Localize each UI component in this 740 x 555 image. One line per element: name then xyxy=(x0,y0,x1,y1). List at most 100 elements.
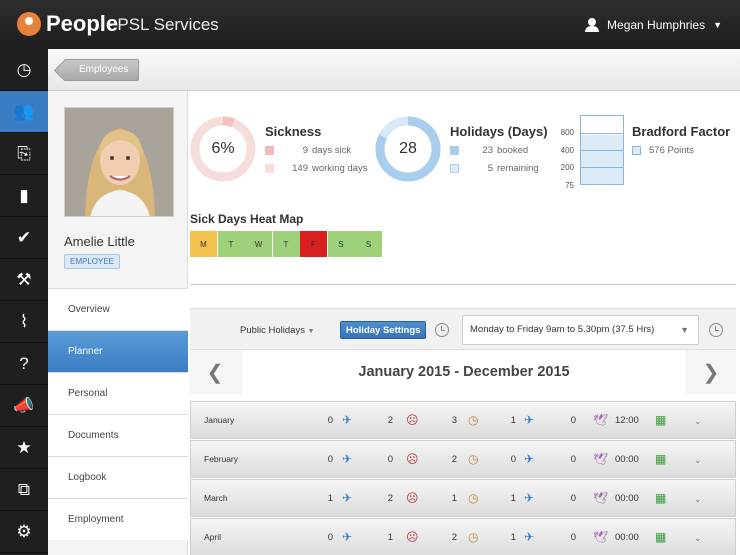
hammer-icon: ⚒ xyxy=(16,269,32,289)
holidays-total: 28 xyxy=(399,140,417,157)
month-count: 0 xyxy=(510,454,516,465)
dashboard-icon: ◷ xyxy=(16,59,32,79)
bradford-gridline xyxy=(581,133,623,134)
chevron-down-icon[interactable]: ⌄ xyxy=(694,416,702,426)
month-count: 1 xyxy=(510,493,516,504)
profile-menu-planner[interactable]: Planner xyxy=(48,330,188,372)
month-name: January xyxy=(204,415,235,425)
month-count: 3 xyxy=(451,415,457,426)
heatmap-day: W xyxy=(245,231,272,257)
nav-item[interactable]: ⚒ xyxy=(0,259,48,301)
nav-item[interactable]: ★ xyxy=(0,427,48,469)
company-name: - PSL Services xyxy=(107,15,219,34)
chevron-down-icon[interactable]: ⌄ xyxy=(694,455,702,465)
table-row[interactable]: March 1 ✈ 2 ☹ 1 ◷ 1 ✈ 0 🕊 00:00 ▦ ⌄ xyxy=(190,479,736,517)
megaphone-icon: 📣 xyxy=(13,395,35,415)
table-row[interactable]: January 0 ✈ 2 ☹ 3 ◷ 1 ✈ 0 🕊 12:00 ▦ ⌄ xyxy=(190,401,736,439)
booked-label: booked xyxy=(497,145,529,156)
nav-item[interactable]: ⧉ xyxy=(0,469,48,511)
holiday-settings-button[interactable]: Holiday Settings xyxy=(340,321,427,339)
nav-item[interactable]: 📣 xyxy=(0,385,48,427)
bradford-points: 576 Points xyxy=(649,145,694,156)
month-table: January 0 ✈ 2 ☹ 3 ◷ 1 ✈ 0 🕊 12:00 ▦ ⌄ February 0 ✈ 0 ☹ 2 ◷ 0 ✈… xyxy=(190,401,736,555)
calendar-icon[interactable]: ▦ xyxy=(655,413,667,427)
month-count: 0 xyxy=(570,415,576,426)
breadcrumb-bar: Employees xyxy=(48,49,740,91)
profile-menu-logbook[interactable]: Logbook xyxy=(48,456,188,498)
previous-year-button[interactable]: ❮ xyxy=(190,350,240,394)
remaining-swatch xyxy=(450,164,459,173)
documents-icon: ⎘ xyxy=(17,143,31,163)
nav-item[interactable]: ✔ xyxy=(0,217,48,259)
sickness-title: Sickness xyxy=(265,124,322,139)
chevron-down-icon[interactable]: ⌄ xyxy=(694,533,702,543)
bird-icon: 🕊 xyxy=(593,452,609,466)
month-count: 2 xyxy=(451,532,457,543)
avatar xyxy=(64,107,174,217)
nav-item[interactable]: 👥 xyxy=(0,91,48,133)
profile-menu-employment[interactable]: Employment xyxy=(48,498,188,540)
month-count: 1 xyxy=(510,415,516,426)
days-sick-swatch xyxy=(265,146,274,155)
nav-item[interactable]: ? xyxy=(0,343,48,385)
bradford-gridline xyxy=(581,150,623,151)
heatmap-title: Sick Days Heat Map xyxy=(190,212,304,226)
month-time: 00:00 xyxy=(615,454,639,465)
sick-face-icon: ☹ xyxy=(406,491,419,505)
chevron-down-icon[interactable]: ⌄ xyxy=(694,494,702,504)
plane-icon: ✈ xyxy=(342,452,353,466)
sick-face-icon: ☹ xyxy=(406,413,419,427)
users-icon: 👥 xyxy=(13,101,35,121)
employee-name: Amelie Little xyxy=(64,234,135,249)
nav-item[interactable]: ◷ xyxy=(0,49,48,91)
hierarchy-icon: ⧉ xyxy=(17,479,31,499)
booked-value: 23 xyxy=(482,145,493,156)
table-row[interactable]: February 0 ✈ 0 ☹ 2 ◷ 0 ✈ 0 🕊 00:00 ▦ ⌄ xyxy=(190,440,736,478)
brand-name: People xyxy=(46,11,119,36)
main-nav: ◷ 👥 ⎘ ▮ ✔ ⚒ ⌇? 📣 ★ ⧉ ⚙ xyxy=(0,49,48,555)
nav-item[interactable]: ⎘ xyxy=(0,133,48,175)
people-logo-icon xyxy=(17,12,41,36)
nav-item[interactable]: ▮ xyxy=(0,175,48,217)
table-row[interactable]: April 0 ✈ 1 ☹ 2 ◷ 1 ✈ 0 🕊 00:00 ▦ ⌄ xyxy=(190,518,736,555)
plane-icon: ✈ xyxy=(342,491,353,505)
user-menu[interactable]: Megan Humphries ▼ xyxy=(585,18,722,32)
heatmap-day: F xyxy=(300,231,327,257)
working-days-swatch xyxy=(265,164,274,173)
profile-menu-personal[interactable]: Personal xyxy=(48,372,188,414)
month-count: 0 xyxy=(327,532,333,543)
month-count: 0 xyxy=(570,493,576,504)
work-schedule-select[interactable]: Monday to Friday 9am to 5.30pm (37.5 Hrs… xyxy=(462,315,699,345)
flights-icon: ✈ xyxy=(524,452,535,466)
sick-face-icon: ☹ xyxy=(406,452,419,466)
days-sick-label: days sick xyxy=(312,145,352,156)
public-holidays-dropdown[interactable]: Public Holidays ▼ xyxy=(240,325,315,336)
working-days-label: working days xyxy=(312,163,368,174)
chevron-down-icon: ▼ xyxy=(713,20,722,30)
bradford-axis-800: 800 xyxy=(560,128,574,137)
breadcrumb-employees[interactable]: Employees xyxy=(64,59,140,81)
chevron-right-icon: ❯ xyxy=(702,361,720,384)
plane-icon: ✈ xyxy=(342,413,353,427)
clock-icon[interactable] xyxy=(709,323,723,337)
year-range: January 2015 - December 2015 xyxy=(242,350,686,394)
clock-icon: ◷ xyxy=(468,413,479,427)
calendar-icon[interactable]: ▦ xyxy=(655,452,667,466)
profile-menu-documents[interactable]: Documents xyxy=(48,414,188,456)
nav-item[interactable]: ⌇ xyxy=(0,301,48,343)
nav-item[interactable]: ⚙ xyxy=(0,511,48,553)
top-bar: People - PSL Services Megan Humphries ▼ xyxy=(0,0,740,49)
calendar-icon[interactable]: ▦ xyxy=(655,530,667,544)
working-days-value: 149 xyxy=(292,163,308,174)
next-year-button[interactable]: ❯ xyxy=(686,350,736,394)
bird-icon: 🕊 xyxy=(593,530,609,544)
month-count: 1 xyxy=(327,493,333,504)
gear-icon: ⚙ xyxy=(16,521,32,541)
heatmap-day: S xyxy=(327,231,355,257)
profile-menu-overview[interactable]: Overview xyxy=(48,288,188,330)
calendar-icon[interactable]: ▦ xyxy=(655,491,667,505)
heatmap-day: S xyxy=(355,231,382,257)
month-count: 0 xyxy=(327,454,333,465)
clock-icon[interactable] xyxy=(435,323,449,337)
